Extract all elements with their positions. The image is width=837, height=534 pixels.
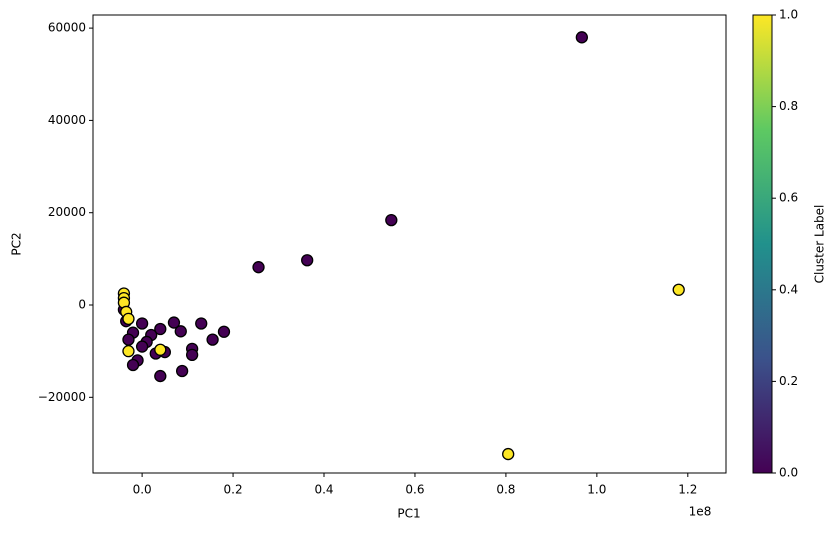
scatter-point	[252, 261, 265, 274]
scatter-point	[301, 254, 314, 267]
y-axis-label: PC2	[10, 232, 24, 255]
colorbar-tick-label: 0.8	[779, 99, 798, 113]
plot-frame	[92, 14, 727, 474]
x-tick-label: 0.8	[496, 483, 515, 497]
scatter-point	[122, 312, 135, 326]
scatter-point	[217, 325, 231, 338]
x-offset-text: 1e8	[689, 505, 712, 519]
x-tick-label: 0.0	[133, 483, 152, 497]
scatter-point	[126, 358, 140, 372]
colorbar	[752, 14, 773, 474]
scatter-point	[154, 343, 167, 356]
scatter-point	[195, 317, 208, 330]
scatter-point	[122, 345, 135, 358]
y-tick-label: 0	[78, 298, 86, 312]
scatter-point	[672, 283, 685, 296]
colorbar-tick-label: 0.6	[779, 191, 798, 205]
scatter-point	[135, 340, 149, 353]
scatter-point	[174, 325, 187, 338]
scatter-point	[575, 31, 588, 44]
x-axis-label: PC1	[397, 507, 420, 521]
colorbar-tick-label: 0.2	[779, 374, 798, 388]
colorbar-tick-label: 0.4	[779, 282, 798, 296]
y-tick-label: 20000	[48, 205, 86, 219]
scatter-point	[206, 333, 219, 346]
scatter-point	[385, 213, 398, 227]
scatter-point	[135, 317, 149, 330]
scatter-point	[154, 369, 167, 383]
x-tick-label: 0.6	[405, 483, 424, 497]
scatter-point	[502, 447, 515, 461]
colorbar-tick-label: 0.0	[779, 466, 798, 480]
x-tick-label: 1.2	[678, 483, 697, 497]
scatter-point	[185, 348, 199, 362]
scatter-point	[154, 322, 167, 336]
colorbar-tick-label: 1.0	[779, 8, 798, 22]
scatter-point	[167, 316, 181, 329]
y-tick-label: −20000	[38, 390, 86, 404]
scatter-point	[122, 333, 135, 346]
colorbar-label: Cluster Label	[813, 205, 827, 284]
x-tick-label: 0.4	[314, 483, 333, 497]
y-tick-label: 40000	[48, 113, 86, 127]
y-tick-label: 60000	[48, 21, 86, 35]
x-tick-label: 1.0	[587, 483, 606, 497]
scatter-point	[175, 364, 189, 378]
x-tick-label: 0.2	[224, 483, 243, 497]
